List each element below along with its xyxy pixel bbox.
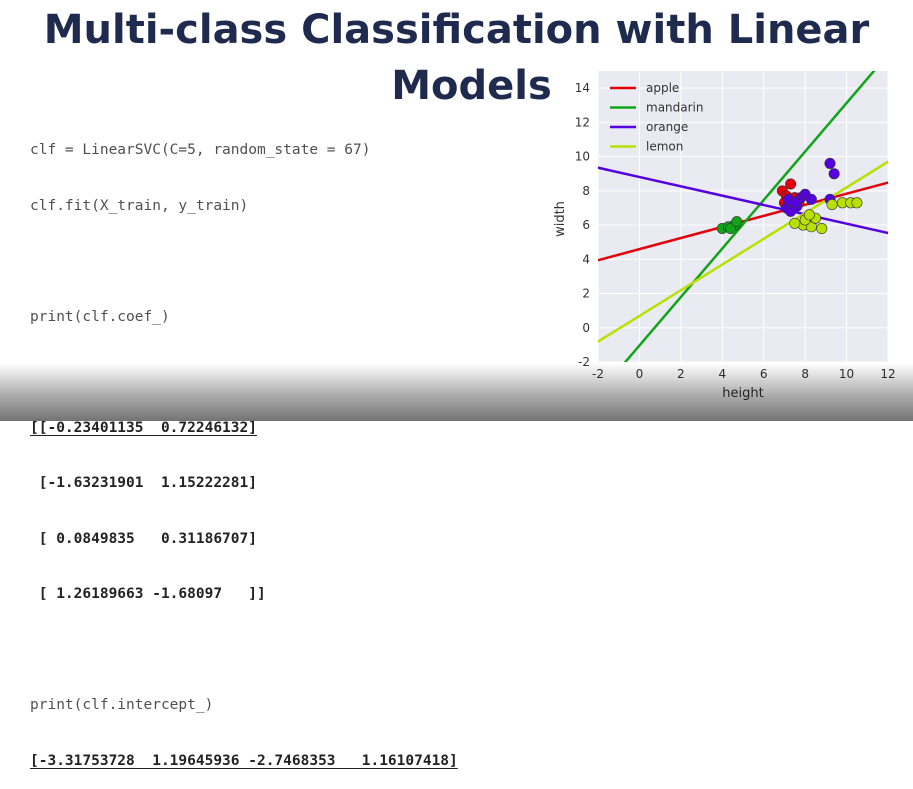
code-line: clf = LinearSVC(C=5, random_state = 67) [30,142,371,158]
code-line: clf.fit(X_train, y_train) [30,197,249,214]
point-lemon [789,217,801,229]
point-lemon [826,199,838,211]
coef-output-row: [ 0.0849835 0.31186707] [30,530,257,547]
code-blank-line [30,363,458,382]
x-tick-label: 0 [636,367,644,381]
decision-line-lemon [598,160,888,344]
y-tick-label: 2 [582,287,590,301]
point-mandarin [725,222,737,234]
point-lemon [851,197,863,209]
y-tick-label: 12 [575,115,590,129]
legend-label-orange: orange [646,120,688,134]
slide-title: Multi-class Classification with Linear M… [0,2,913,114]
code-blank-line [30,252,458,271]
scatter-chart: -2 0 2 4 6 8 10 12 -2 0 2 4 6 8 10 12 14 height width ap… [553,71,896,401]
data-points [716,157,863,234]
x-tick-label: 2 [677,367,685,381]
decision-line-mandarin [623,71,876,362]
gridlines [597,71,889,363]
legend-label-mandarin: mandarin [646,101,704,115]
x-tick-label: 12 [880,367,895,381]
plot-background [598,71,888,362]
x-tick-label: 10 [839,367,854,381]
x-axis-label: height [722,386,763,401]
x-tick-label: 4 [718,367,726,381]
y-tick-label: 8 [582,184,590,198]
y-tick-label: 10 [575,150,590,164]
legend: apple mandarin orange lemon [610,81,704,154]
y-axis-label: width [553,201,568,237]
slide-title-line1: Multi-class Classification with Linear [43,7,870,53]
decision-line-orange [598,166,888,235]
coef-output-row: [ 1.26189663 -1.68097 ]] [30,586,266,602]
y-tick-label: 6 [582,218,590,232]
y-tick-label: 4 [582,252,590,266]
x-tick-label: 6 [760,367,768,381]
point-orange [805,193,817,205]
code-block: clf = LinearSVC(C=5, random_state = 67) … [30,104,458,789]
code-blank-line [30,641,458,660]
y-tick-label: 0 [582,321,590,335]
point-orange [824,157,836,169]
x-tick-label: -2 [592,367,604,381]
code-line: print(clf.coef_) [30,308,170,325]
point-mandarin [731,216,743,228]
point-orange [789,197,801,209]
point-apple [785,178,797,190]
point-lemon [816,222,828,234]
decision-lines [598,71,888,362]
point-orange [828,168,840,180]
legend-label-lemon: lemon [646,140,683,154]
y-tick-label: 14 [575,81,590,95]
slide-title-line2: Models [391,63,552,109]
coef-output-row: [[-0.23401135 0.72246132] [30,419,257,436]
coef-output-row: [-1.63231901 1.15222281] [30,475,257,491]
legend-label-apple: apple [646,81,679,95]
x-tick-label: 8 [801,367,809,381]
code-line: print(clf.intercept_) [30,697,214,713]
point-lemon [803,209,815,221]
y-tick-label: -2 [578,355,590,369]
intercept-output: [-3.31753728 1.19645936 -2.7468353 1.161… [30,752,458,769]
decision-line-apple [598,181,888,262]
